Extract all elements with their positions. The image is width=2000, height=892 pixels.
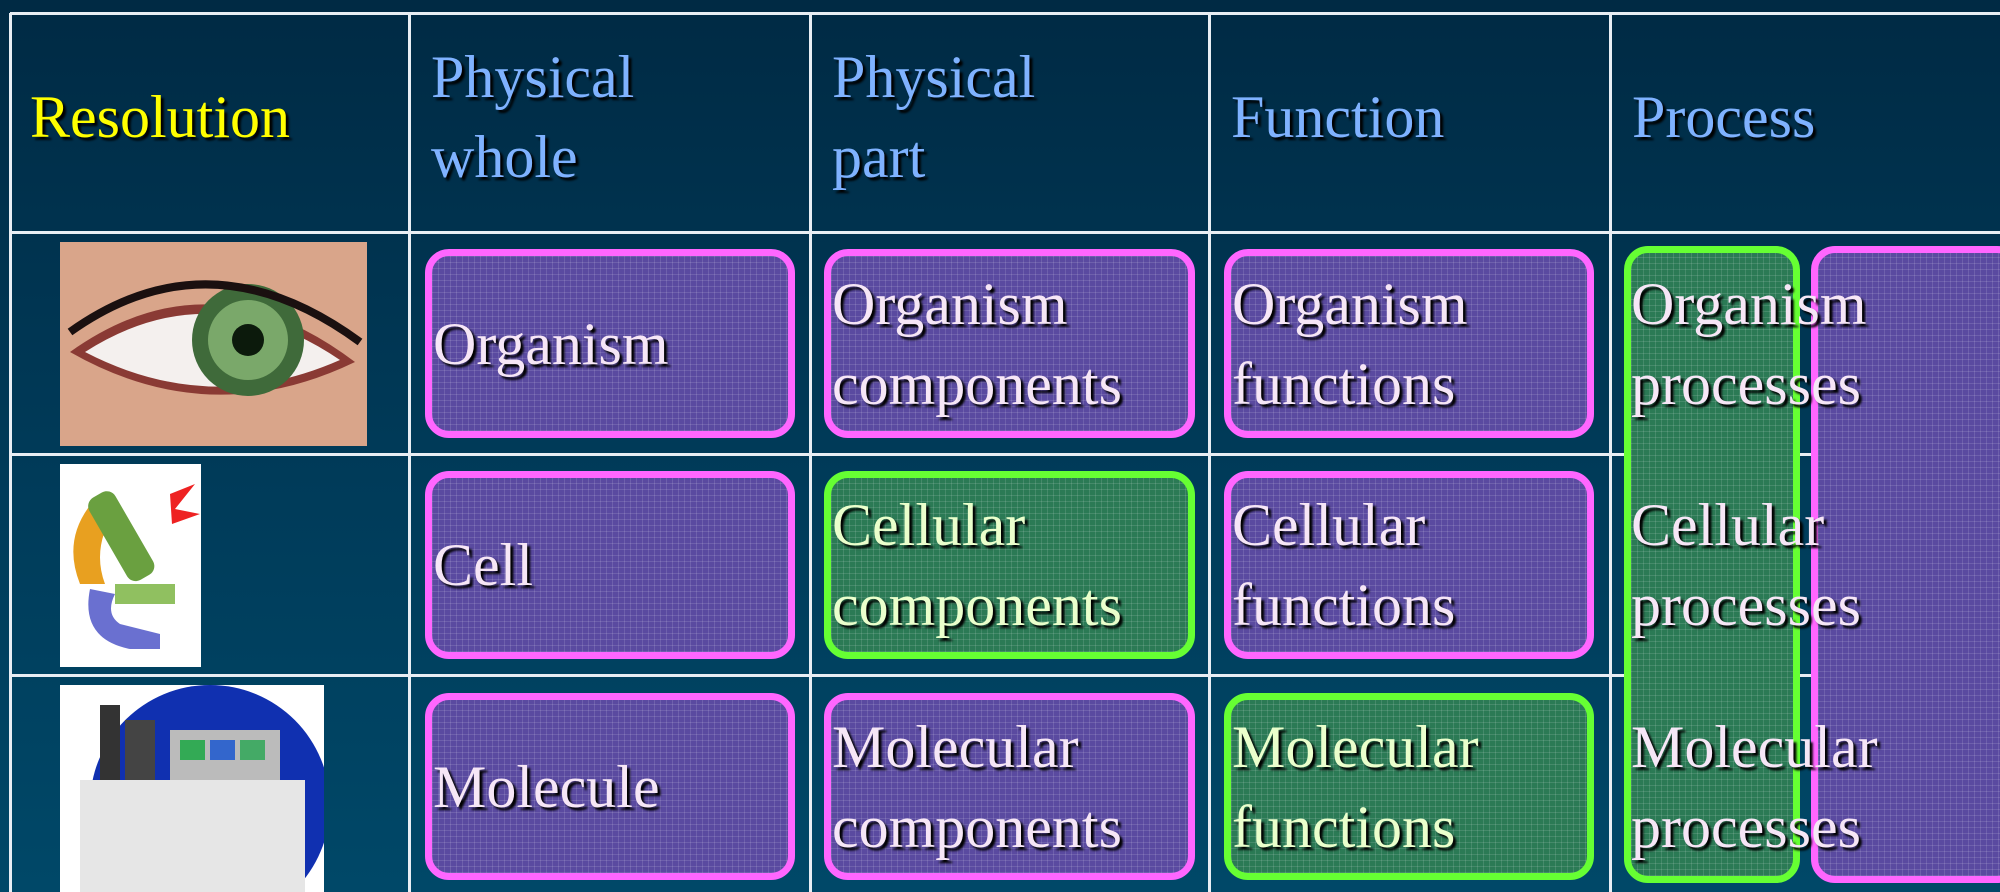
text-line: Organism bbox=[433, 310, 669, 377]
cell-text: Organism processes bbox=[1631, 249, 1867, 438]
text-line: Process bbox=[1632, 83, 1816, 150]
cell-text: Molecular functions bbox=[1232, 693, 1479, 880]
cell-box bbox=[1224, 693, 1594, 880]
text-line: Organism bbox=[1232, 270, 1468, 337]
text-line: processes bbox=[1631, 572, 1861, 638]
eye-image bbox=[60, 242, 367, 446]
cell-text: Cell bbox=[433, 471, 533, 659]
text-line: Physical bbox=[431, 43, 635, 110]
text-line: functions bbox=[1232, 793, 1456, 860]
cell-text: Cellular components bbox=[832, 471, 1122, 659]
cell-box bbox=[824, 471, 1195, 659]
text-line: Resolution bbox=[30, 83, 291, 150]
text-line: components bbox=[832, 572, 1122, 638]
text-line: part bbox=[832, 123, 926, 190]
text-line: Cellular bbox=[1631, 492, 1825, 558]
cell-box bbox=[425, 693, 795, 880]
text-line: whole bbox=[431, 123, 578, 190]
cell-box bbox=[1224, 471, 1594, 659]
header-cell: Function bbox=[1231, 13, 1444, 220]
text-line: processes bbox=[1631, 350, 1861, 417]
grid-line-vertical bbox=[1208, 13, 1211, 892]
process-box bbox=[1811, 246, 2000, 883]
header-cell: Physical whole bbox=[431, 13, 634, 220]
text-line: Organism bbox=[1631, 270, 1867, 337]
cell-text: Molecular processes bbox=[1631, 693, 1878, 880]
cell-text: Molecular components bbox=[832, 693, 1122, 880]
text-line: Molecular bbox=[1631, 713, 1878, 780]
text-line: Cell bbox=[433, 532, 533, 598]
cell-text: Cellular functions bbox=[1232, 471, 1455, 659]
cell-text: Organism functions bbox=[1232, 249, 1468, 438]
grid-line-horizontal bbox=[10, 12, 2000, 15]
cell-text: Cellular processes bbox=[1631, 471, 1861, 659]
grid-line-vertical bbox=[408, 13, 411, 892]
header-cell: Process bbox=[1632, 13, 1815, 220]
grid-line-vertical bbox=[9, 13, 12, 892]
text-line: functions bbox=[1232, 572, 1456, 638]
cell-text: Organism bbox=[433, 249, 669, 438]
grid-line-horizontal bbox=[10, 231, 2000, 234]
grid-line-horizontal bbox=[10, 453, 2000, 456]
text-line: components bbox=[832, 350, 1122, 417]
cell-text: Molecule bbox=[433, 693, 660, 880]
grid-line-vertical bbox=[1609, 13, 1612, 892]
text-line: Cellular bbox=[832, 492, 1026, 558]
grid-line-vertical bbox=[809, 13, 812, 892]
text-line: Molecular bbox=[1232, 713, 1479, 780]
text-line: Function bbox=[1231, 83, 1445, 150]
text-line: processes bbox=[1631, 793, 1861, 860]
header-cell: Physical part bbox=[832, 13, 1035, 220]
text-line: Molecular bbox=[832, 713, 1079, 780]
grid-line-horizontal bbox=[10, 674, 2000, 677]
lab-machine-image bbox=[60, 685, 324, 892]
cell-text: Organism components bbox=[832, 249, 1122, 438]
cell-box bbox=[824, 693, 1195, 880]
text-line: components bbox=[832, 793, 1122, 860]
cell-box bbox=[1224, 249, 1594, 438]
header-cell: Resolution bbox=[30, 13, 290, 220]
cell-box bbox=[425, 471, 795, 659]
cell-box bbox=[824, 249, 1195, 438]
text-line: Physical bbox=[832, 43, 1036, 110]
cell-box bbox=[425, 249, 795, 438]
text-line: Cellular bbox=[1232, 492, 1426, 558]
text-line: Molecule bbox=[433, 753, 660, 820]
process-box bbox=[1624, 246, 1800, 883]
microscope-image bbox=[60, 464, 201, 667]
text-line: Organism bbox=[832, 270, 1068, 337]
text-line: functions bbox=[1232, 350, 1456, 417]
